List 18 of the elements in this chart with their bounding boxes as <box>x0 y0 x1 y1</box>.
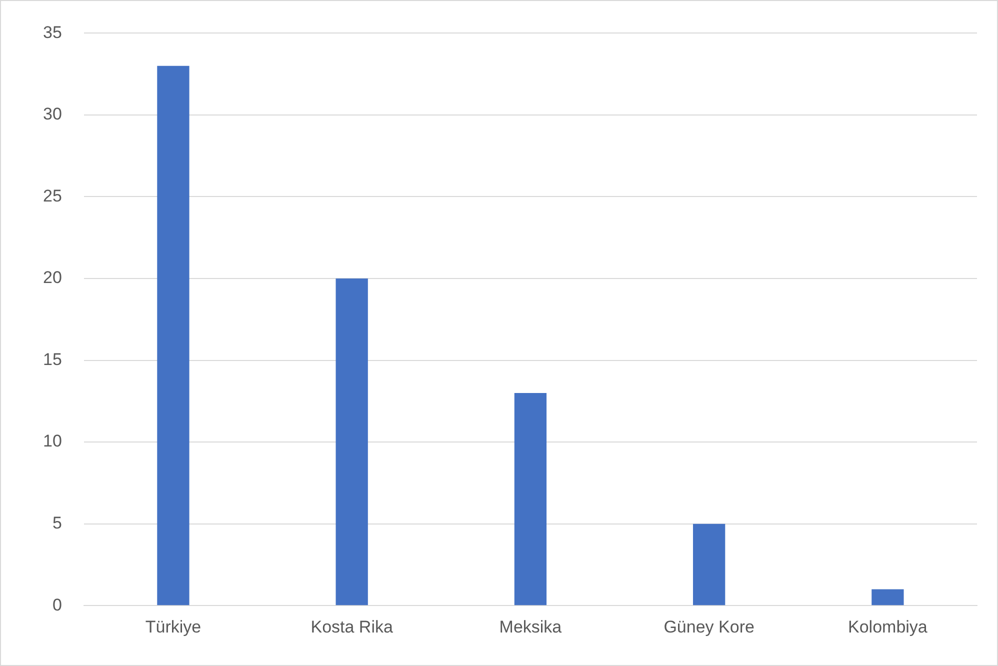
x-tick-label: Kosta Rika <box>310 617 394 636</box>
bar <box>336 278 368 606</box>
y-tick-label: 25 <box>42 186 62 206</box>
x-tick-label: Türkiye <box>145 617 202 636</box>
y-tick-label: 0 <box>52 595 62 614</box>
bar <box>872 589 904 606</box>
bar <box>514 392 547 606</box>
y-tick-label: 5 <box>52 514 62 533</box>
bar <box>157 66 190 606</box>
bar <box>692 524 726 606</box>
y-tick-label: 15 <box>42 350 62 369</box>
x-tick-label: Güney Kore <box>664 617 754 636</box>
x-tick-label: Meksika <box>499 617 562 636</box>
y-tick-label: 35 <box>42 22 62 42</box>
y-tick-label: 20 <box>42 268 62 288</box>
y-tick-label: 30 <box>42 104 62 124</box>
y-tick-label: 10 <box>42 432 62 451</box>
x-tick-label: Kolombiya <box>848 617 928 636</box>
